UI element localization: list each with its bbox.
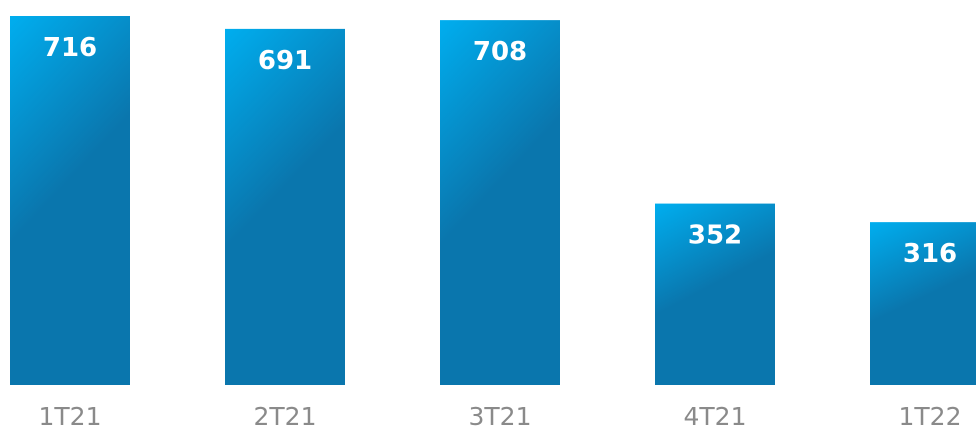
bar-value-label: 716 [43,33,97,63]
bar-1t22 [870,222,976,385]
bar-value-label: 352 [688,221,742,251]
x-axis-tick-labels: 1T21 2T21 3T21 4T21 1T22 [39,402,962,431]
bar-value-label: 708 [473,37,527,67]
x-tick-label: 1T21 [39,402,102,431]
bar-value-label: 691 [258,46,312,76]
bar-4t21 [655,203,775,385]
x-tick-label: 3T21 [469,402,532,431]
x-tick-label: 4T21 [684,402,747,431]
bar-value-label: 316 [903,239,957,269]
bar-2t21 [225,28,345,385]
bar-1t21 [10,16,130,385]
bars-group [10,16,976,386]
x-tick-label: 1T22 [899,402,962,431]
bar-3t21 [440,20,560,386]
bar-labels-group: 716 691 708 352 316 [43,33,957,269]
x-tick-label: 2T21 [254,402,317,431]
